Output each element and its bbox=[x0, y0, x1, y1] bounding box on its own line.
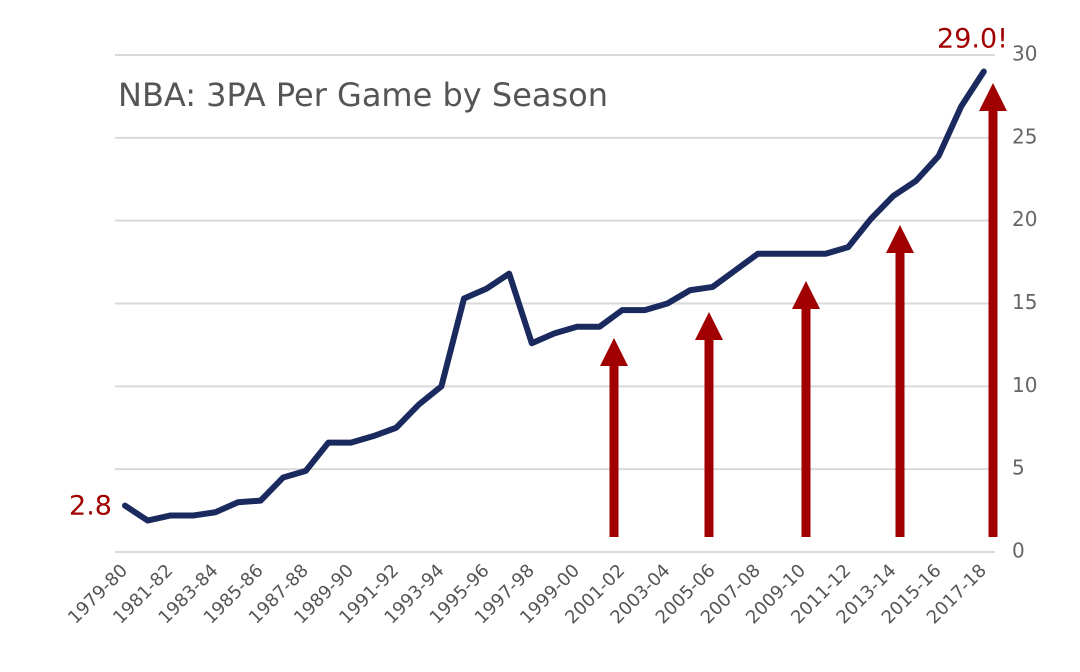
y-tick-label: 0 bbox=[1012, 539, 1025, 563]
y-tick-label: 25 bbox=[1012, 124, 1037, 148]
y-tick-label: 5 bbox=[1012, 456, 1025, 480]
arrow-head bbox=[600, 338, 628, 366]
arrows bbox=[600, 83, 1007, 537]
arrow-head bbox=[886, 225, 914, 253]
y-tick-label: 15 bbox=[1012, 290, 1037, 314]
end-annotation: 29.0! bbox=[937, 24, 1008, 55]
arrow-head bbox=[792, 281, 820, 309]
chart-title: NBA: 3PA Per Game by Season bbox=[118, 76, 608, 114]
y-tick-label: 20 bbox=[1012, 207, 1037, 231]
series-line bbox=[122, 68, 987, 524]
arrow-head bbox=[695, 312, 723, 340]
arrow-head bbox=[979, 83, 1007, 111]
y-tick-label: 30 bbox=[1012, 42, 1037, 66]
start-annotation: 2.8 bbox=[69, 491, 112, 522]
y-tick-label: 10 bbox=[1012, 373, 1037, 397]
grid bbox=[115, 54, 995, 553]
